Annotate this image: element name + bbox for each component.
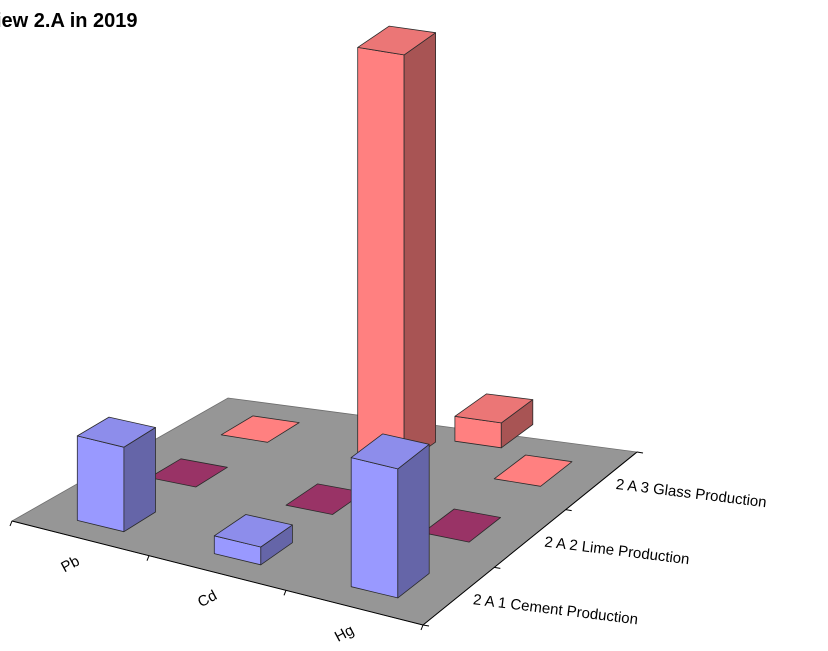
bar-top-face (454, 393, 534, 424)
chart-title: iew 2.A in 2019 (0, 10, 138, 32)
bar-top-face (350, 433, 430, 470)
bar-flat-face (220, 415, 300, 443)
x-axis-line (11, 520, 424, 626)
chart-bar-layer (76, 25, 573, 599)
y-axis-tick (565, 509, 572, 512)
x-tick-label: Hg (332, 622, 357, 646)
bar-front-face (76, 435, 125, 533)
bar-front-face (357, 47, 405, 465)
x-axis-tick (420, 624, 424, 631)
bar-top-face (76, 416, 156, 448)
x-tick-label: Cd (195, 587, 220, 611)
chart-axis-layer (9, 451, 644, 631)
y-axis-line (422, 451, 638, 626)
bar-top-face (213, 514, 293, 548)
bar-flat-face (148, 458, 228, 488)
bar-side-face (397, 443, 430, 599)
bar-hg-row3 (493, 454, 573, 487)
bar-cd-row1 (213, 514, 293, 566)
bar-front-face (350, 457, 399, 599)
y-tick-label: 2 A 3 Glass Production (615, 476, 768, 511)
y-tick-label: 2 A 2 Lime Production (544, 534, 691, 569)
x-axis-tick (9, 520, 13, 527)
bar-side-face (403, 32, 437, 465)
x-axis-tick (283, 590, 287, 596)
y-axis-tick (494, 566, 501, 569)
bar-cd-glass-back (454, 393, 534, 449)
x-axis-tick (146, 555, 150, 561)
bar-hg-row1 (350, 433, 430, 599)
bar-pb-row3 (220, 415, 300, 443)
bar-top-face (357, 25, 437, 56)
x-tick-label: Pb (58, 553, 82, 577)
bar-pb-row1 (76, 416, 156, 533)
bar-cd-row3 (357, 25, 437, 465)
bar-hg-row2 (422, 508, 502, 543)
y-axis-tick (422, 624, 430, 627)
bar-flat-face (422, 508, 502, 543)
bar-pb-row2 (148, 458, 228, 488)
y-tick-label: 2 A 1 Cement Production (472, 591, 639, 628)
y-axis-tick (636, 451, 644, 454)
bar-flat-face (493, 454, 573, 487)
